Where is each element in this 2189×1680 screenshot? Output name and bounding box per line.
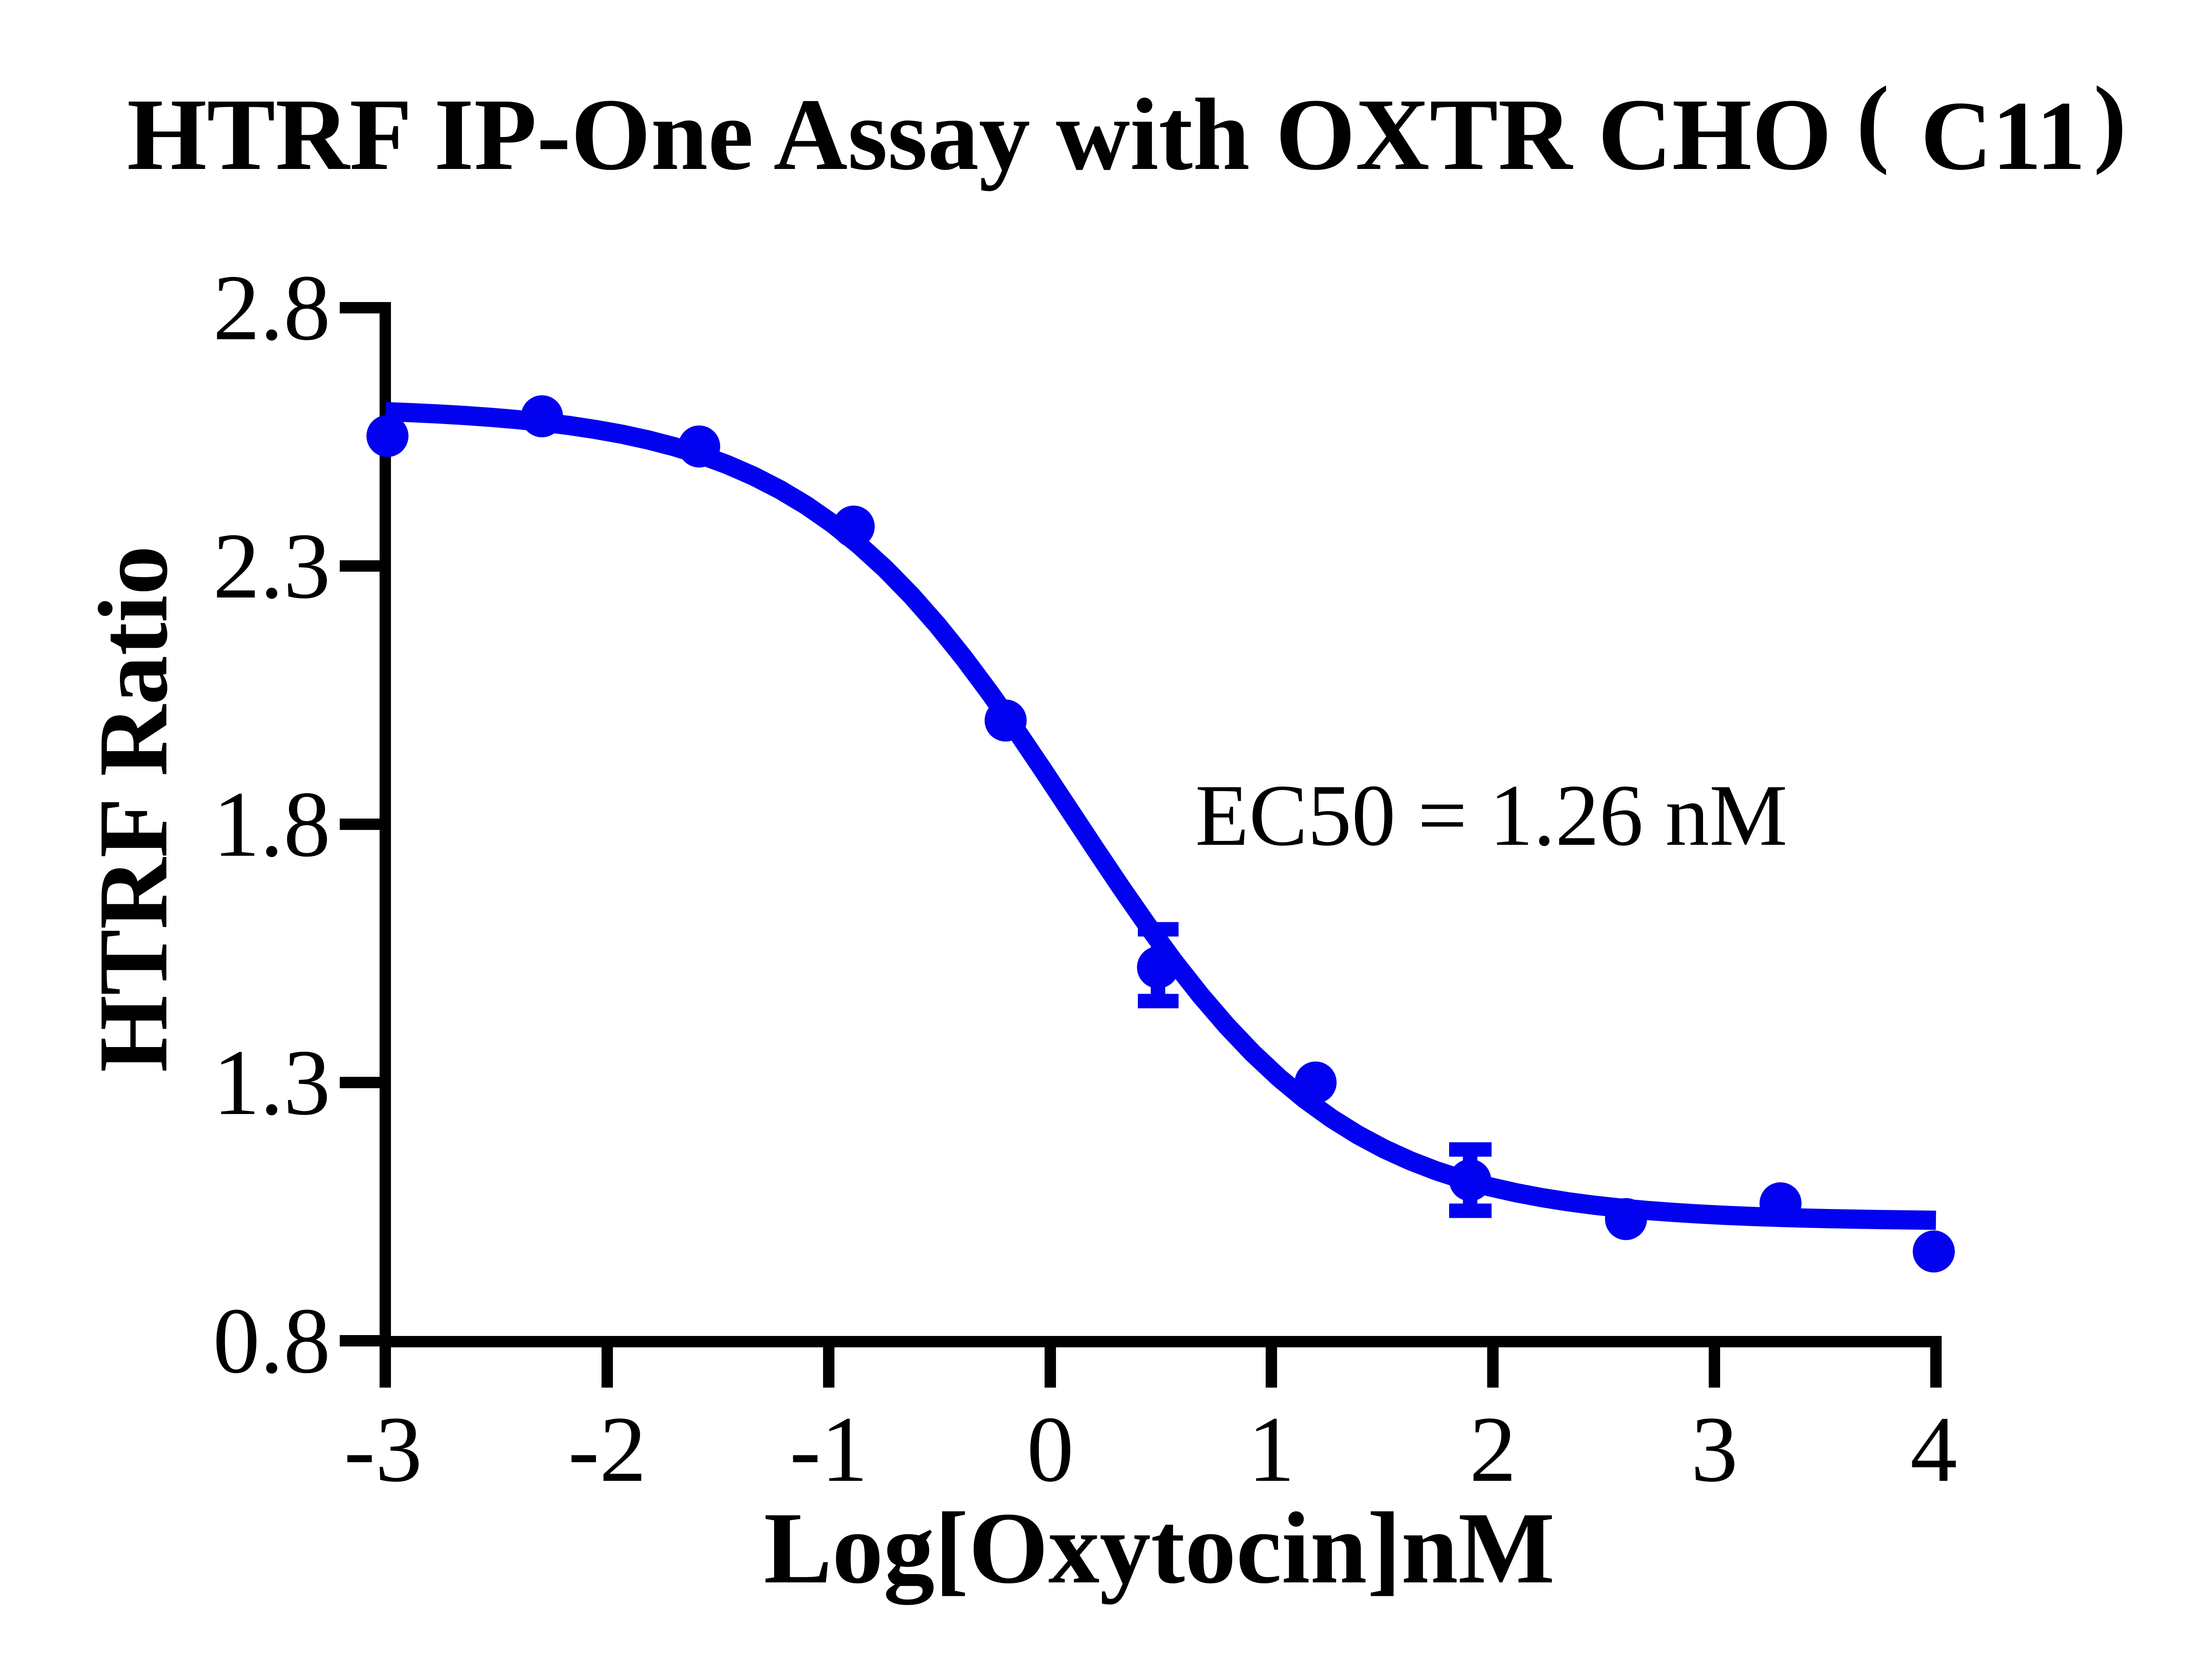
- svg-text:1.8: 1.8: [213, 772, 331, 876]
- svg-text:-3: -3: [344, 1397, 422, 1501]
- svg-text:2.8: 2.8: [213, 255, 331, 360]
- svg-text:Log[Oxytocin]nM: Log[Oxytocin]nM: [764, 1491, 1555, 1605]
- svg-text:2.3: 2.3: [213, 513, 331, 618]
- svg-text:1: 1: [1248, 1397, 1295, 1501]
- svg-text:-2: -2: [568, 1397, 646, 1501]
- svg-text:3: 3: [1691, 1397, 1738, 1501]
- svg-text:(: (: [1856, 66, 1889, 176]
- svg-text:1.3: 1.3: [213, 1030, 331, 1135]
- svg-text:0: 0: [1027, 1397, 1074, 1501]
- svg-text:2: 2: [1469, 1397, 1517, 1501]
- svg-text:C11: C11: [1921, 81, 2086, 190]
- svg-text:HTRF IP-One Assay with OXTR CH: HTRF IP-One Assay with OXTR CHO: [127, 77, 1832, 191]
- svg-text:HTRF Ratio: HTRF Ratio: [78, 545, 188, 1072]
- svg-text:0.8: 0.8: [213, 1288, 331, 1393]
- svg-text:): ): [2094, 66, 2126, 176]
- svg-text:EC50 = 1.26 nM: EC50 = 1.26 nM: [1195, 767, 1788, 864]
- svg-text:4: 4: [1910, 1397, 1957, 1501]
- svg-text:-1: -1: [789, 1397, 868, 1501]
